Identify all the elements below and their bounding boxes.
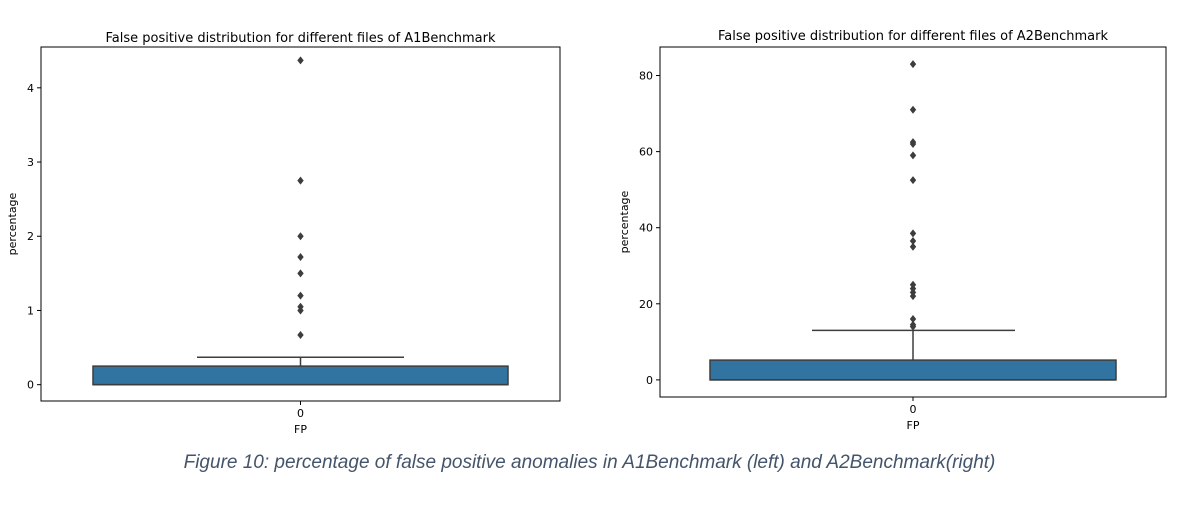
chart2-outlier-point-6 [909,176,917,185]
chart1-y-tick-label: 4 [27,82,34,95]
chart1-outlier-point-8 [297,306,304,315]
chart1-x-tick-label: 0 [297,407,304,420]
chart2-outlier-point-9 [909,242,917,251]
chart1-outlier-point-6 [297,291,304,300]
chart2-outlier-point-16 [909,322,917,331]
chart2-title: False positive distribution for differen… [718,29,1109,44]
chart2-box [709,359,1117,381]
chart2-y-tick-label: 20 [639,298,653,311]
chart1-y-tick-label: 3 [27,156,34,169]
chart2-outlier-point-7 [909,229,917,238]
chart1-title: False positive distribution for differen… [105,31,496,46]
chart2-outlier-point-4 [909,140,917,149]
chart1-outlier-point-1 [297,56,304,65]
chart2-outlier-point-2 [909,105,917,114]
chart1-outlier-point-2 [297,176,304,185]
chart1-y-axis-label: percentage [6,192,19,255]
chart2-y-tick-label: 40 [639,222,653,235]
chart2-outlier-point-14 [909,315,917,324]
chart1-outlier-point-3 [297,232,304,241]
chart1-box [92,365,509,386]
chart2-outlier-point-8 [909,237,917,246]
chart1-plot-frame [40,46,561,402]
chart2-x-tick-label: 0 [910,403,917,416]
chart2-outlier-point-1 [909,60,917,69]
chart2-y-tick-label: 60 [639,146,653,159]
chart1-outlier-point-5 [297,269,304,278]
chart2-y-axis-label: percentage [618,190,631,253]
chart1-outlier-point-4 [297,253,304,262]
figure-caption: Figure 10: percentage of false positive … [183,452,996,473]
chart2-outlier-point-5 [909,151,917,160]
chart1-outlier-point-9 [297,330,304,339]
chart2-x-axis-label: FP [907,419,920,432]
chart1-y-tick-label: 2 [27,230,34,243]
chart2-y-tick-label: 0 [646,374,653,387]
chart1-y-tick-label: 1 [27,304,34,317]
chart2-outlier-point-13 [909,292,917,301]
chart1-x-axis-label: FP [294,423,307,436]
chart2-y-tick-label: 80 [639,70,653,83]
chart1-y-tick-label: 0 [27,379,34,392]
